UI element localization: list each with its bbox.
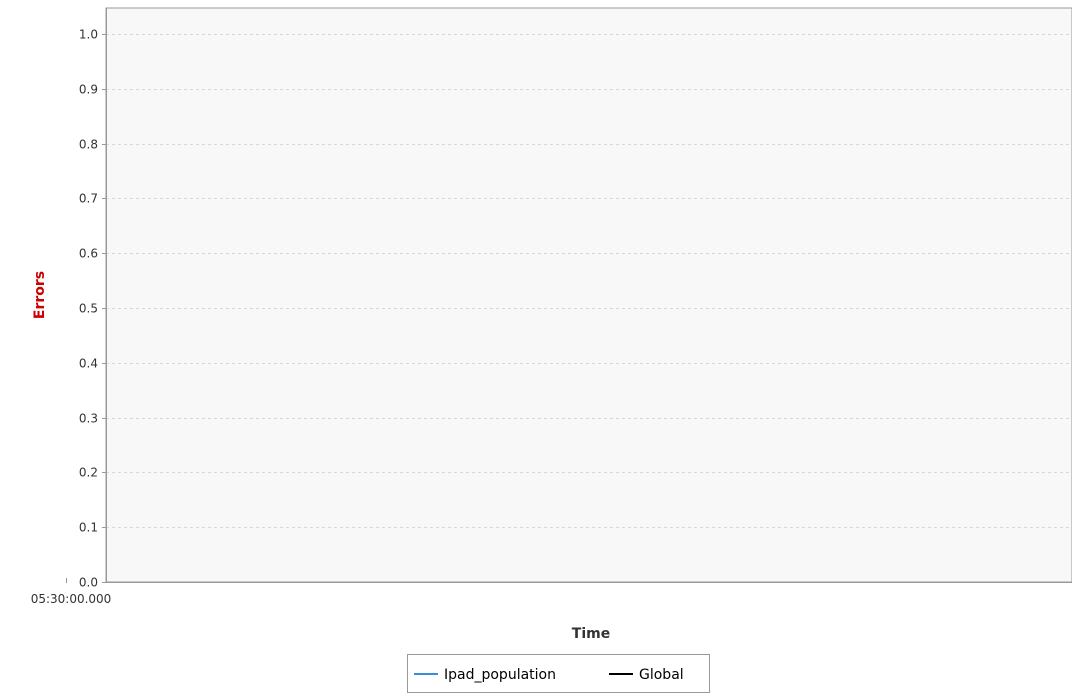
gridlines [106,34,1072,528]
y-axis-title: Errors [32,271,48,319]
y-tick-label: 0.5 [79,302,98,316]
y-tick-label: 0.9 [79,83,98,97]
legend-label: Ipad_population [444,667,556,683]
legend-label: Global [639,667,684,683]
y-tick-label: 0.6 [79,247,98,261]
y-tick-label: 0.3 [79,412,98,426]
axes [106,8,1072,583]
y-tick-label: 0.1 [79,521,98,535]
y-tick-label: 0.0 [79,576,98,590]
y-tick-label: 0.2 [79,466,98,480]
y-tick-label: 1.0 [79,28,98,42]
y-tick-label: 0.8 [79,138,98,152]
y-tick-label: 0.7 [79,192,98,206]
legend-box [407,654,710,693]
x-tick-labels: 05:30:00.000 [31,578,112,606]
y-tick-labels: 0.0 0.1 0.2 0.3 0.4 0.5 0.6 0.7 0.8 0.9 1.0 [79,28,106,590]
y-tick-label: 0.4 [79,357,98,371]
legend: Ipad_population Global [407,654,710,693]
plot-area [105,7,1072,583]
x-tick-label: 05:30:00.000 [31,592,112,606]
x-axis-title: Time [572,626,610,642]
